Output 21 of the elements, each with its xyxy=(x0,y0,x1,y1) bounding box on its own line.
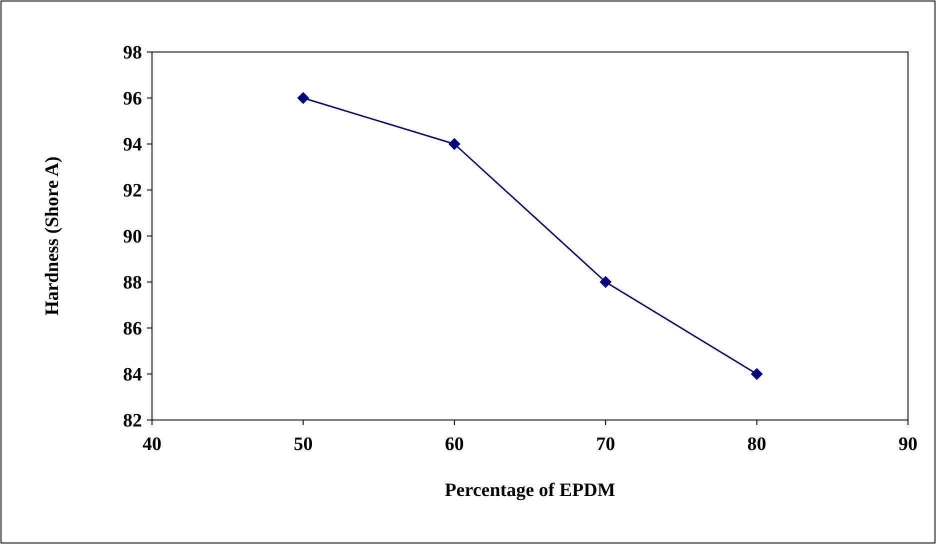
y-tick-label: 96 xyxy=(123,88,142,110)
y-axis-title: Hardness (Shore A) xyxy=(42,156,63,316)
point xyxy=(600,276,612,288)
x-tick-label: 40 xyxy=(142,434,162,455)
x-tick-label: 90 xyxy=(898,434,918,455)
point xyxy=(297,92,310,104)
x-tick-label: 70 xyxy=(596,434,616,455)
y-tick-label: 84 xyxy=(123,364,142,386)
x-tick-label: 50 xyxy=(294,434,313,455)
x-tick-label: 80 xyxy=(747,434,766,455)
y-tick-label: 98 xyxy=(123,42,142,64)
point xyxy=(750,368,763,380)
y-tick-label: 86 xyxy=(123,318,142,340)
y-tick-label: 88 xyxy=(123,272,142,294)
y-tick-label: 82 xyxy=(123,410,142,432)
x-axis-title: Percentage of EPDM xyxy=(444,480,616,501)
y-tick-label: 94 xyxy=(123,134,142,156)
point xyxy=(448,138,460,150)
y-tick-label: 90 xyxy=(123,226,142,248)
x-tick-label: 60 xyxy=(444,434,464,455)
y-tick-label: 92 xyxy=(123,180,142,202)
